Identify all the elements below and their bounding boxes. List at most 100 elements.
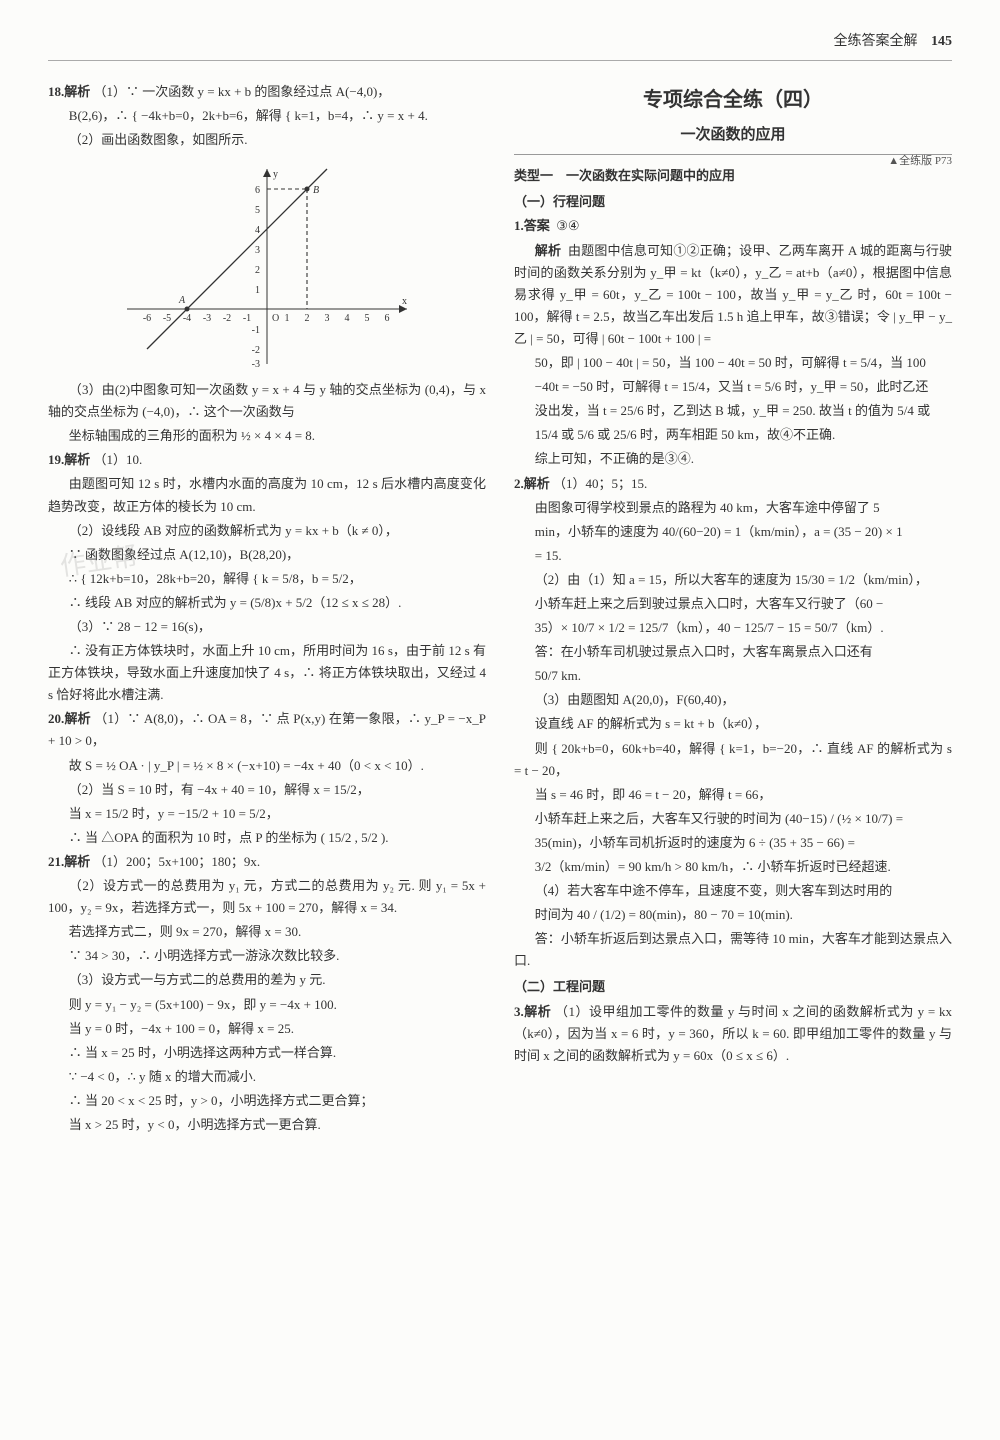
svg-text:5: 5 [255,205,260,216]
page-header: 全练答案全解 145 [48,30,952,61]
q2-p11: 设直线 AF 的解析式为 s = kt + b（k≠0）， [514,713,952,735]
q2-p17: （4）若大客车中途不停车，且速度不变，则大客车到达时用的 [514,880,952,902]
subcategory-1: （一）行程问题 [514,191,952,213]
q20-num: 20.解析 [48,711,91,726]
q18-p1: （1）∵ 一次函数 y = kx + b 的图象经过点 A(−4,0)， [94,84,391,99]
page-number: 145 [931,34,952,49]
q18-p5: 坐标轴围成的三角形的面积为 ½ × 4 × 4 = 8. [48,425,486,447]
q1-p2: 50，即 | 100 − 40t | = 50，当 100 − 40t = 50… [514,352,952,374]
q20-p3: （2）当 S = 10 时，有 −4x + 40 = 10，解得 x = 15/… [48,779,486,801]
section-subtitle: 一次函数的应用 [514,123,952,149]
q18-num: 18.解析 [48,84,90,99]
q19-p8: ∴ 没有正方体铁块时，水面上升 10 cm，所用时间为 16 s，由于前 12 … [48,640,486,706]
q2-p7: 35）× 10/7 × 1/2 = 125/7（km），40 − 125/7 −… [514,617,952,639]
q2-p6: 小轿车赶上来之后到驶过景点入口时，大客车又行驶了（60 − [514,593,952,615]
q2-p2: 由图象可得学校到景点的路程为 40 km，大客车途中停留了 5 [514,497,952,519]
q2-p15: 35(min)，小轿车司机折返时的速度为 6 ÷ (35 + 35 − 66) … [514,832,952,854]
svg-text:3: 3 [255,245,260,256]
svg-text:4: 4 [345,313,350,324]
q1-p5: 15/4 或 5/6 或 25/6 时，两车相距 50 km，故④不正确. [514,424,952,446]
q18-p3: （2）画出函数图象，如图所示. [48,129,486,151]
svg-text:-1: -1 [252,325,260,336]
q21-p9: ∵ −4 < 0，∴ y 随 x 的增大而减小. [48,1066,486,1088]
q21-p10: ∴ 当 20 < x < 25 时，y > 0，小明选择方式二更合算； [48,1090,486,1112]
q21-num: 21.解析 [48,854,90,869]
q18-p2: B(2,6)，∴ { −4k+b=0，2k+b=6，解得 { k=1，b=4，∴… [48,105,486,127]
svg-text:y: y [273,169,278,180]
svg-text:6: 6 [255,185,260,196]
q3-p1: （1）设甲组加工零件的数量 y 与时间 x 之间的函数解析式为 y = kx（k… [514,1004,952,1063]
svg-text:1: 1 [255,285,260,296]
svg-text:x: x [402,296,407,307]
q21-p7: 当 y = 0 时，−4x + 100 = 0，解得 x = 25. [48,1018,486,1040]
q2-num: 2.解析 [514,476,550,491]
svg-text:1: 1 [285,313,290,324]
q1-label: 解析 [535,243,561,258]
q20-p4: 当 x = 15/2 时，y = −15/2 + 10 = 5/2， [48,803,486,825]
svg-text:2: 2 [305,313,310,324]
svg-text:-6: -6 [143,313,151,324]
svg-text:3: 3 [325,313,330,324]
q18-p4: （3）由(2)中图象可知一次函数 y = x + 4 与 y 轴的交点坐标为 (… [48,379,486,423]
q1-p1: 由题图中信息可知①②正确；设甲、乙两车离开 A 城的距离与行驶时间的函数关系分别… [514,243,952,346]
q1-p4: 没出发，当 t = 25/6 时，乙到达 B 城，y_甲 = 250. 故当 t… [514,400,952,422]
q18-chart: -6 -5 -4 -3 -2 -1 O 1 2 3 4 5 6 x [48,159,486,369]
svg-text:-3: -3 [252,359,260,369]
q21-p4: ∵ 34 > 30，∴ 小明选择方式一游泳次数比较多. [48,945,486,967]
svg-text:B: B [313,185,319,196]
q2-p10: （3）由题图知 A(20,0)，F(60,40)， [514,689,952,711]
svg-text:A: A [178,295,186,306]
q19-p4: ∵ 函数图象经过点 A(12,10)，B(28,20)， [48,544,486,566]
q19-p7: （3）∵ 28 − 12 = 16(s)， [48,616,486,638]
svg-text:2: 2 [255,265,260,276]
svg-text:5: 5 [365,313,370,324]
header-label: 全练答案全解 [834,34,918,49]
q20-p5: ∴ 当 △OPA 的面积为 10 时，点 P 的坐标为 ( 15/2 , 5/2… [48,827,486,849]
svg-text:-1: -1 [243,313,251,324]
q21-p5: （3）设方式一与方式二的总费用的差为 y 元. [48,969,486,991]
q21-p6: 则 y = y₁ − y₂ = (5x+100) − 9x，即 y = −4x … [48,994,486,1016]
q2-p9: 50/7 km. [514,665,952,687]
right-column: 专项综合全练（四） 一次函数的应用 ▲全练版 P73 类型一 一次函数在实际问题… [514,79,952,1138]
q19-p6: ∴ 线段 AB 对应的解析式为 y = (5/8)x + 5/2（12 ≤ x … [48,592,486,614]
q19-p1: （1）10. [94,452,143,467]
q2-p18: 时间为 40 / (1/2) = 80(min)，80 − 70 = 10(mi… [514,904,952,926]
q2-p8: 答：在小轿车司机驶过景点入口时，大客车离景点入口还有 [514,641,952,663]
category-1: 类型一 一次函数在实际问题中的应用 [514,165,952,187]
divider [514,154,952,155]
q20-p1: （1）∵ A(8,0)，∴ OA = 8，∵ 点 P(x,y) 在第一象限，∴ … [48,711,486,748]
two-column-layout: 18.解析 （1）∵ 一次函数 y = kx + b 的图象经过点 A(−4,0… [48,79,952,1138]
q2-p1: （1）40；5；15. [553,476,647,491]
svg-text:-4: -4 [183,313,191,324]
q1-p6: 综上可知，不正确的是③④. [514,448,952,470]
q19-p3: （2）设线段 AB 对应的函数解析式为 y = kx + b（k ≠ 0）， [48,520,486,542]
q1-ans: ③④ [556,218,579,233]
svg-text:-3: -3 [203,313,211,324]
q20-p2: 故 S = ½ OA · | y_P | = ½ × 8 × (−x+10) =… [48,755,486,777]
page-ref: ▲全练版 P73 [888,152,952,171]
q2-p12: 则 { 20k+b=0，60k+b=40，解得 { k=1，b=−20，∴ 直线… [514,738,952,782]
q19-p2: 由题图可知 12 s 时，水槽内水面的高度为 10 cm，12 s 后水槽内高度… [48,473,486,517]
subcategory-2: （二）工程问题 [514,976,952,998]
q19-p5: ∴ { 12k+b=10，28k+b=20，解得 { k = 5/8，b = 5… [48,568,486,590]
q3-num: 3.解析 [514,1004,551,1019]
q21-p11: 当 x > 25 时，y < 0，小明选择方式一更合算. [48,1114,486,1136]
q21-p2: （2）设方式一的总费用为 y₁ 元，方式二的总费用为 y₂ 元. 则 y₁ = … [48,875,486,919]
left-column: 18.解析 （1）∵ 一次函数 y = kx + b 的图象经过点 A(−4,0… [48,79,486,1138]
q21-p8: ∴ 当 x = 25 时，小明选择这两种方式一样合算. [48,1042,486,1064]
q19-num: 19.解析 [48,452,90,467]
svg-text:-2: -2 [223,313,231,324]
q2-p5: （2）由（1）知 a = 15，所以大客车的速度为 15/30 = 1/2（km… [514,569,952,591]
q2-p16: 3/2（km/min）= 90 km/h > 80 km/h，∴ 小轿车折返时已… [514,856,952,878]
q21-p3: 若选择方式二，则 9x = 270，解得 x = 30. [48,921,486,943]
q2-p3: min，小轿车的速度为 40/(60−20) = 1（km/min），a = (… [514,521,952,543]
svg-text:6: 6 [385,313,390,324]
svg-text:-5: -5 [163,313,171,324]
section-title: 专项综合全练（四） [514,83,952,117]
q2-p13: 当 s = 46 时，即 46 = t − 20，解得 t = 66， [514,784,952,806]
q21-p1: （1）200；5x+100；180；9x. [94,854,261,869]
svg-text:4: 4 [255,225,260,236]
q2-p14: 小轿车赶上来之后，大客车又行驶的时间为 (40−15) / (½ × 10/7)… [514,808,952,830]
q2-p4: = 15. [514,545,952,567]
q1-p3: −40t = −50 时，可解得 t = 15/4，又当 t = 5/6 时，y… [514,376,952,398]
